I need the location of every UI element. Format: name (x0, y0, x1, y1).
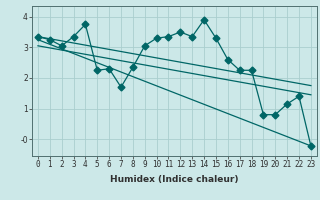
X-axis label: Humidex (Indice chaleur): Humidex (Indice chaleur) (110, 175, 239, 184)
